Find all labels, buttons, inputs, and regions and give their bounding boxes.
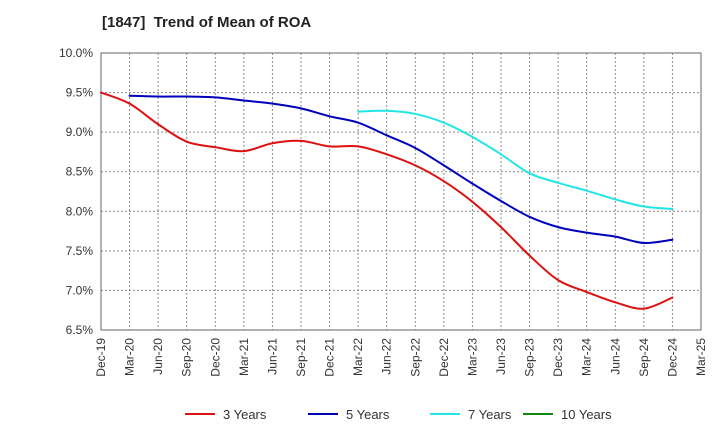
x-tick-label: Dec-20 bbox=[208, 338, 222, 377]
y-tick-label: 10.0% bbox=[59, 46, 93, 60]
x-tick-label: Dec-19 bbox=[94, 338, 108, 377]
legend-label-7-years: 7 Years bbox=[468, 407, 512, 422]
legend-label-3-years: 3 Years bbox=[223, 407, 267, 422]
y-tick-label: 8.0% bbox=[66, 204, 94, 218]
series-line-5-years bbox=[128, 94, 674, 244]
y-tick-label: 9.5% bbox=[66, 86, 94, 100]
x-tick-label: Jun-21 bbox=[265, 338, 279, 375]
x-tick-label: Dec-21 bbox=[323, 338, 337, 377]
series-layer bbox=[100, 91, 674, 310]
x-tick-label: Mar-22 bbox=[351, 338, 365, 376]
x-tick-label: Jun-23 bbox=[494, 338, 508, 375]
x-tick-label: Jun-22 bbox=[380, 338, 394, 375]
x-tick-label: Sep-21 bbox=[294, 338, 308, 377]
x-tick-label: Sep-24 bbox=[637, 338, 651, 377]
x-tick-label: Dec-22 bbox=[437, 338, 451, 377]
series-line-7-years bbox=[357, 109, 674, 210]
plot-frame bbox=[100, 52, 702, 331]
legend-layer: 3 Years 5 Years 7 Years 10 Years bbox=[185, 407, 612, 422]
legend-label-10-years: 10 Years bbox=[561, 407, 612, 422]
x-tick-label: Mar-21 bbox=[237, 338, 251, 376]
y-tick-label: 9.0% bbox=[66, 125, 94, 139]
x-tick-label: Mar-23 bbox=[465, 338, 479, 376]
y-tick-label: 7.5% bbox=[66, 244, 94, 258]
x-tick-label: Jun-20 bbox=[151, 338, 165, 375]
x-tick-label: Mar-25 bbox=[694, 338, 708, 376]
x-tick-label: Mar-24 bbox=[580, 338, 594, 376]
x-tick-label: Sep-23 bbox=[523, 338, 537, 377]
x-tick-label: Sep-22 bbox=[408, 338, 422, 377]
x-tick-label: Mar-20 bbox=[123, 338, 137, 376]
axis-layer: 6.5% 7.0% 7.5% 8.0% 8.5% 9.0% 9.5% 10.0% Dec-19 M… bbox=[59, 46, 708, 377]
x-tick-label: Jun-24 bbox=[608, 338, 622, 375]
legend-label-5-years: 5 Years bbox=[346, 407, 390, 422]
y-tick-label: 8.5% bbox=[66, 165, 94, 179]
y-tick-label: 7.0% bbox=[66, 283, 94, 297]
grid-layer bbox=[101, 52, 702, 330]
series-line-3-years bbox=[100, 91, 674, 310]
x-tick-label: Dec-23 bbox=[551, 338, 565, 377]
x-tick-label: Sep-20 bbox=[180, 338, 194, 377]
x-tick-label: Dec-24 bbox=[665, 338, 679, 377]
y-tick-label: 6.5% bbox=[66, 323, 94, 337]
chart-title: [1847] Trend of Mean of ROA bbox=[102, 14, 312, 31]
